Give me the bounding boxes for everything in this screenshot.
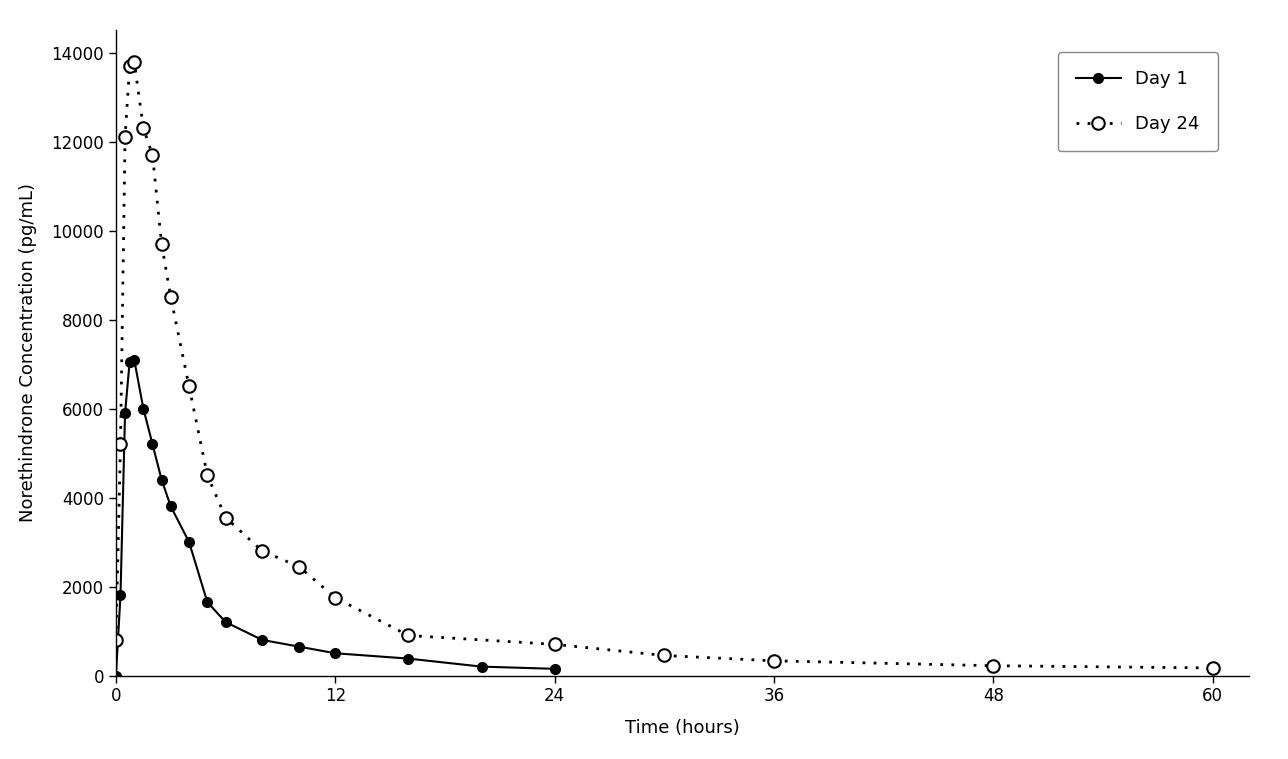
Y-axis label: Norethindrone Concentration (pg/mL): Norethindrone Concentration (pg/mL)	[19, 184, 37, 522]
Legend: Day 1, Day 24: Day 1, Day 24	[1057, 52, 1217, 152]
X-axis label: Time (hours): Time (hours)	[625, 720, 741, 737]
